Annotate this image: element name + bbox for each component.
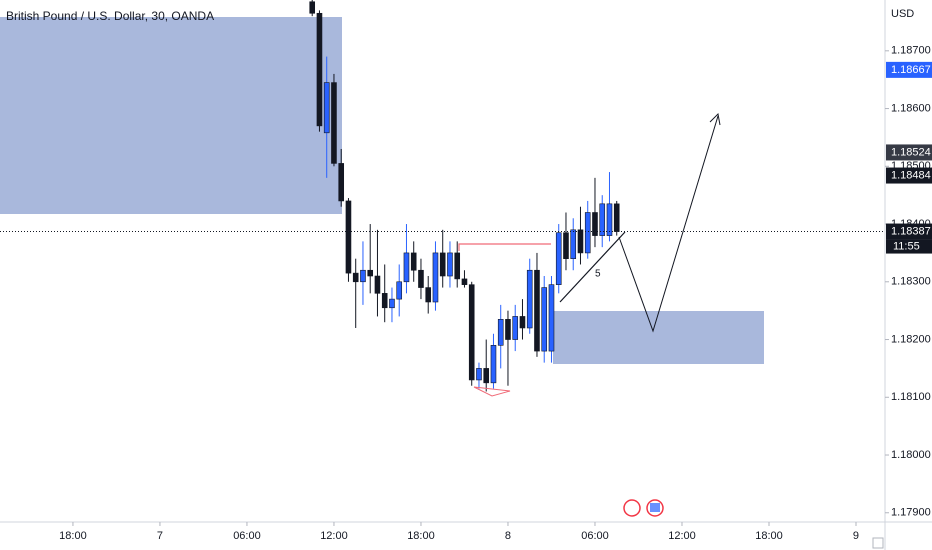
candle-body (497, 319, 504, 346)
candle-body (548, 284, 555, 352)
candle-body (584, 212, 591, 254)
candle-body (563, 232, 569, 259)
candle-body (490, 345, 497, 384)
candle-body (577, 229, 584, 254)
candle-body (432, 252, 439, 303)
candle-body (541, 287, 548, 352)
candle-body (374, 275, 381, 294)
settings-icon[interactable] (872, 537, 884, 549)
candle-body (316, 12, 323, 127)
x-tick-label: 18:00 (407, 530, 435, 542)
sweep-marker (473, 386, 511, 397)
supply-zone (0, 17, 342, 214)
candle-body (396, 281, 403, 300)
x-tick-label: 06:00 (233, 530, 261, 542)
candle-body (613, 203, 620, 232)
price-badge-label: 1.18667 (891, 64, 931, 76)
candle-body (331, 82, 337, 164)
candle-body (389, 298, 395, 309)
chart-title: British Pound / U.S. Dollar, 30, OANDA (6, 9, 214, 23)
candle-body (425, 287, 432, 303)
candle-body (367, 269, 374, 277)
candle-body (555, 232, 562, 285)
liquidity-line (458, 243, 551, 251)
candle-body (468, 284, 475, 381)
trend-line (559, 231, 626, 303)
candle-body (606, 203, 613, 236)
price-badge (886, 223, 932, 240)
x-tick-label: 9 (853, 530, 859, 542)
candles (309, 0, 620, 392)
annotation: 5 (595, 269, 601, 280)
price-badge (886, 167, 932, 184)
arrow-head (709, 112, 721, 126)
price-badge-label: 1.18484 (891, 169, 931, 181)
y-tick-label: 1.18300 (891, 276, 931, 288)
projection-path (618, 115, 719, 333)
y-tick-label: 1.18100 (891, 391, 931, 403)
candle-body (512, 316, 519, 340)
candle-body (505, 319, 511, 340)
candle-body (352, 272, 359, 283)
candle-body (360, 269, 366, 283)
candle-body (439, 252, 446, 277)
event-icon[interactable] (623, 499, 641, 517)
y-tick-label: 1.18200 (891, 333, 931, 345)
countdown-label: 11:55 (893, 240, 920, 252)
y-axis-label: USD (891, 8, 914, 20)
flag-icon (650, 503, 660, 512)
demand-zone (553, 311, 764, 364)
price-badge-label: 1.18524 (891, 146, 931, 158)
candle-body (323, 82, 330, 134)
y-tick-label: 1.18000 (891, 449, 931, 461)
candle-body (403, 252, 410, 283)
candle-body (381, 293, 388, 309)
x-tick-label: 06:00 (581, 530, 609, 542)
candle-body (570, 229, 577, 259)
candle-body (592, 212, 598, 236)
candle-body (519, 316, 526, 329)
candle-body (418, 269, 424, 288)
x-tick-label: 12:00 (320, 530, 348, 542)
price-badge (886, 61, 932, 78)
candle-body (447, 252, 453, 277)
candle-body (345, 200, 352, 274)
y-tick-label: 1.18600 (891, 102, 931, 114)
price-badge (886, 144, 932, 161)
x-tick-label: 12:00 (668, 530, 696, 542)
candle-body (526, 269, 533, 329)
x-tick-label: 8 (505, 530, 511, 542)
candle-body (534, 269, 540, 352)
x-tick-label: 7 (157, 530, 163, 542)
candle-body (483, 368, 490, 384)
price-badge-label: 1.18387 (891, 225, 931, 237)
x-tick-label: 18:00 (59, 530, 87, 542)
y-tick-label: 1.18700 (891, 45, 931, 57)
candle-body (410, 252, 417, 271)
candle-body (309, 1, 316, 14)
y-tick-label: 1.17900 (891, 507, 931, 519)
x-tick-label: 18:00 (755, 530, 783, 542)
candle-body (476, 368, 482, 381)
countdown-badge (886, 239, 932, 254)
candle-body (599, 203, 606, 236)
candle-body (338, 163, 345, 202)
candle-body (454, 252, 461, 280)
candle-body (461, 278, 468, 285)
